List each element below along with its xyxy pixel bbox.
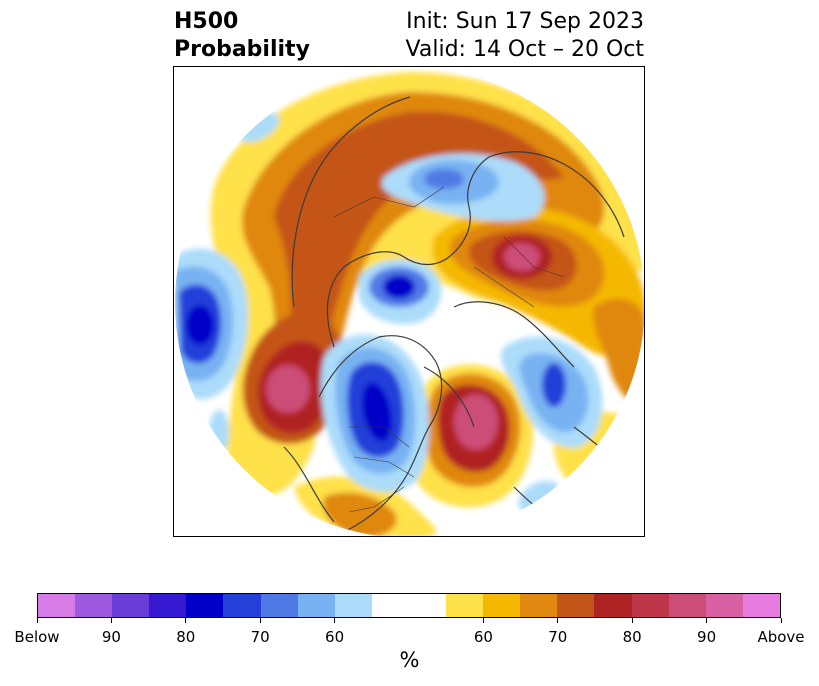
above-region-west-90 — [266, 365, 310, 413]
colorbar-swatch — [520, 594, 558, 617]
colorbar-tick-mark — [185, 618, 187, 623]
below-region-hudson-80 — [383, 275, 415, 299]
colorbar-swatch — [149, 594, 187, 617]
colorbar-tick-mark — [482, 618, 484, 623]
colorbar-swatch — [594, 594, 632, 617]
borders — [333, 186, 565, 513]
colorbar-tick-mark — [259, 618, 261, 623]
below-region-arctic-80 — [424, 169, 464, 189]
below-region-west-90 — [186, 305, 214, 345]
colorbar-tick-mark — [36, 618, 38, 623]
below-region-east-80 — [542, 363, 566, 407]
colorbar-tick-label: 60 — [473, 628, 493, 646]
colorbar-tick-label: 90 — [101, 628, 121, 646]
colorbar-tick-label: 60 — [325, 628, 345, 646]
colorbar-swatch — [557, 594, 595, 617]
above-region-south-90 — [454, 394, 498, 450]
colorbar-swatch — [408, 594, 447, 617]
colorbar-swatch — [297, 594, 335, 617]
title-product: Probability — [174, 37, 310, 62]
colorbar-tick-mark — [110, 618, 112, 623]
colorbar-tick-label: 80 — [622, 628, 642, 646]
above-region-north-70 — [274, 111, 564, 390]
init-date: Init: Sun 17 Sep 2023 — [406, 9, 644, 34]
valid-range: Valid: 14 Oct – 20 Oct — [405, 37, 644, 62]
colorbar-swatch — [631, 594, 669, 617]
colorbar-swatch — [112, 594, 150, 617]
map-panel — [173, 66, 645, 537]
map-dates: Init: Sun 17 Sep 2023 Valid: 14 Oct – 20… — [406, 8, 644, 64]
colorbar-swatch — [260, 594, 298, 617]
colorbar-tick-mark — [631, 618, 633, 623]
anomaly-fields — [175, 72, 644, 536]
above-region-east-95 — [504, 243, 540, 271]
below-region-sw — [209, 410, 229, 454]
colorbar-tick-label: 70 — [548, 628, 568, 646]
polar-map — [175, 68, 644, 536]
colorbar-swatch — [223, 594, 261, 617]
colorbar-swatch — [705, 594, 743, 617]
title-variable: H500 — [174, 9, 239, 34]
coastlines — [283, 96, 630, 533]
colorbar-tick-label: 70 — [250, 628, 270, 646]
colorbar-tick-label: 90 — [697, 628, 717, 646]
colorbar-tick-mark — [706, 618, 708, 623]
colorbar-tick-mark — [334, 618, 336, 623]
colorbar-swatch — [446, 594, 484, 617]
colorbar-tick-mark — [780, 618, 782, 623]
colorbar-tick-label: Below — [14, 628, 60, 646]
colorbar-swatch — [668, 594, 706, 617]
colorbar-swatch — [38, 594, 76, 617]
colorbar — [37, 593, 781, 618]
colorbar-unit: % — [399, 648, 420, 672]
colorbar-tick-mark — [557, 618, 559, 623]
colorbar-swatch — [186, 594, 224, 617]
colorbar-swatch — [334, 594, 372, 617]
colorbar-swatch — [371, 594, 409, 617]
colorbar-swatch — [742, 594, 780, 617]
map-title: H500 Probability — [174, 8, 310, 64]
colorbar-tick-label: Above — [757, 628, 805, 646]
colorbar-tick-label: 80 — [176, 628, 196, 646]
colorbar-swatch — [483, 594, 521, 617]
colorbar-swatch — [75, 594, 113, 617]
